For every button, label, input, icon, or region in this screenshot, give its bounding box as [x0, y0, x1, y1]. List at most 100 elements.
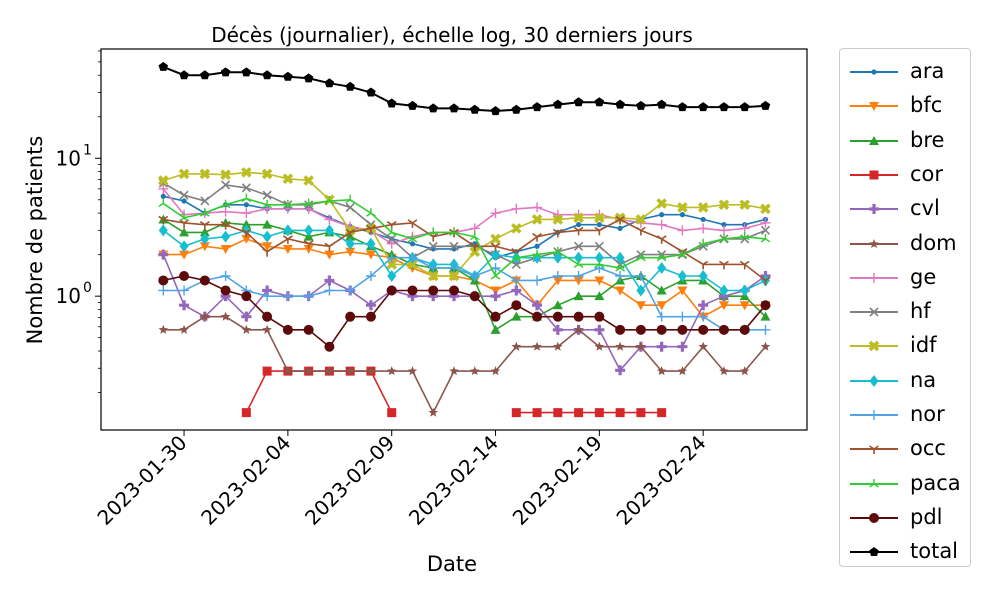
data-point-nor: [552, 271, 563, 282]
data-point-ge: [324, 214, 335, 225]
data-point-paca: [677, 249, 688, 259]
data-point-idf: [677, 202, 688, 213]
data-point-na: [491, 248, 501, 261]
data-point-ge: [241, 208, 252, 219]
y-tick-label: 10: [56, 284, 81, 308]
data-point-pdl: [656, 324, 667, 335]
data-point-ara: [575, 222, 582, 228]
data-point-idf: [407, 259, 418, 270]
data-point-hf: [304, 200, 314, 210]
series-line-hf: [162, 182, 766, 266]
series-total: [158, 61, 771, 116]
legend-marker: [869, 238, 879, 248]
legend-swatch: [850, 445, 898, 455]
data-point-pdl: [511, 300, 522, 311]
data-point-nor: [511, 275, 522, 286]
data-point-hf: [179, 190, 189, 200]
data-point-pdl: [739, 324, 750, 335]
data-point-na: [657, 262, 667, 275]
y-axis-label: Nombre de patients: [23, 136, 47, 345]
data-point-na: [677, 270, 687, 283]
x-tick-label: 2023-02-09: [300, 431, 399, 530]
data-point-pdl: [532, 311, 543, 322]
data-point-ge: [511, 203, 522, 214]
y-tick-exponent: 1: [83, 142, 92, 158]
data-point-nor: [635, 271, 646, 282]
data-point-bfc: [345, 247, 356, 257]
series-bfc: [158, 234, 771, 322]
data-point-pdl: [552, 311, 563, 322]
data-point-cor: [553, 408, 563, 418]
data-point-dom: [698, 341, 708, 351]
series-pdl: [158, 271, 771, 352]
series-line-paca: [162, 197, 766, 278]
data-point-paca: [241, 193, 252, 203]
data-point-pdl: [428, 285, 439, 296]
data-point-dom: [677, 366, 688, 376]
data-point-dom: [324, 366, 335, 376]
data-point-pdl: [345, 311, 356, 322]
data-point-nor: [220, 271, 231, 282]
data-point-cvl: [698, 300, 709, 311]
data-point-nor: [282, 291, 293, 302]
legend-label: total: [910, 539, 959, 564]
legend-swatch: [850, 307, 898, 317]
data-point-dom: [532, 341, 542, 351]
plot-area: [100, 48, 808, 431]
data-point-bre: [241, 219, 252, 229]
data-point-nor: [449, 263, 459, 274]
data-point-ara: [721, 222, 727, 228]
data-point-total: [386, 98, 397, 108]
data-point-paca: [469, 231, 480, 241]
data-point-idf: [469, 246, 481, 257]
data-point-pdl: [241, 291, 252, 302]
data-point-ara: [409, 241, 416, 247]
data-point-occ: [345, 228, 356, 238]
data-point-cvl: [656, 341, 667, 352]
data-point-occ: [324, 242, 335, 252]
data-point-dom: [366, 366, 376, 376]
data-point-cvl: [532, 300, 543, 311]
data-point-total: [490, 106, 501, 116]
data-point-cvl: [365, 300, 376, 311]
data-point-cor: [574, 408, 584, 418]
x-tick-label: 2023-02-14: [404, 431, 503, 530]
data-point-pdl: [365, 311, 376, 322]
legend-marker: [871, 69, 877, 75]
legend-item-bfc: bfc: [840, 89, 970, 123]
legend-label: nor: [910, 402, 945, 426]
data-point-bfc: [656, 301, 667, 311]
data-point-total: [220, 67, 231, 77]
data-point-cvl: [511, 285, 522, 296]
legend-label: ara: [910, 59, 945, 83]
data-point-cvl: [552, 324, 563, 335]
data-point-ara: [679, 212, 686, 218]
data-point-paca: [262, 199, 273, 209]
data-point-na: [574, 251, 584, 264]
data-point-total: [262, 70, 272, 80]
series-dom: [158, 311, 771, 417]
data-point-cor: [636, 408, 646, 418]
data-point-pdl: [407, 285, 418, 296]
data-point-total: [158, 61, 169, 71]
series-na: [158, 224, 770, 297]
data-point-dom: [719, 366, 729, 376]
data-point-paca: [739, 231, 750, 241]
data-point-pdl: [490, 311, 501, 322]
data-point-idf: [511, 223, 522, 234]
data-point-pdl: [303, 324, 314, 335]
data-point-paca: [511, 252, 522, 262]
legend-item-idf: idf: [840, 329, 970, 363]
data-point-total: [739, 102, 750, 112]
legend-marker: [869, 410, 879, 420]
data-point-cor: [657, 408, 667, 418]
data-point-occ: [303, 240, 314, 249]
data-point-pdl: [573, 311, 584, 322]
data-point-dom: [636, 341, 646, 351]
data-point-occ: [760, 276, 771, 286]
data-point-idf: [199, 168, 211, 180]
series-occ: [158, 215, 771, 286]
data-point-bfc: [262, 242, 273, 252]
legend-swatch: [850, 135, 898, 145]
